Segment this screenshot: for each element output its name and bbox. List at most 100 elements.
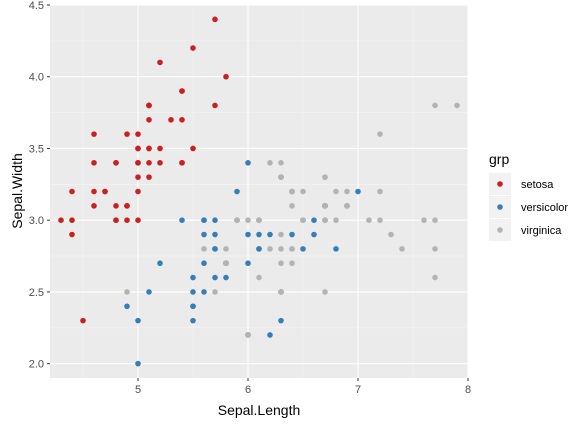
point-versicolor xyxy=(223,274,229,281)
point-setosa xyxy=(91,160,97,166)
point-virginica xyxy=(223,260,229,267)
point-virginica xyxy=(377,188,383,195)
minor-grid xyxy=(50,5,468,378)
point-versicolor xyxy=(190,317,196,324)
point-versicolor xyxy=(300,246,306,252)
point-virginica xyxy=(454,102,460,109)
point-virginica xyxy=(421,217,427,223)
point-virginica xyxy=(333,188,339,195)
y-tick-label: 4.5 xyxy=(29,0,44,12)
point-versicolor xyxy=(256,246,262,252)
legend-marker-setosa xyxy=(497,181,503,187)
point-virginica xyxy=(212,289,218,295)
point-versicolor xyxy=(201,260,207,267)
point-virginica xyxy=(289,203,295,209)
legend: grp setosa versicolor virginica xyxy=(489,151,568,241)
point-setosa xyxy=(146,145,152,152)
point-virginica xyxy=(344,203,350,209)
point-versicolor xyxy=(135,317,141,324)
point-setosa xyxy=(168,116,174,123)
point-virginica xyxy=(432,246,438,252)
point-virginica xyxy=(377,217,383,223)
point-setosa xyxy=(157,59,163,66)
legend-items: setosa versicolor virginica xyxy=(489,173,568,241)
point-virginica xyxy=(322,203,328,209)
point-setosa xyxy=(223,73,229,80)
point-versicolor xyxy=(267,332,273,338)
point-setosa xyxy=(124,131,130,137)
y-tick-label: 4.0 xyxy=(29,72,44,84)
point-versicolor xyxy=(212,246,218,252)
point-versicolor xyxy=(201,217,207,223)
legend-label-setosa: setosa xyxy=(521,179,554,191)
point-versicolor xyxy=(212,274,218,281)
legend-label-versicolor: versicolor xyxy=(521,202,568,214)
point-virginica xyxy=(432,102,438,109)
point-versicolor xyxy=(245,160,251,166)
point-setosa xyxy=(135,217,141,223)
point-virginica xyxy=(267,246,273,252)
point-setosa xyxy=(190,145,196,152)
point-setosa xyxy=(146,174,152,180)
y-tick-label: 3.5 xyxy=(29,143,44,155)
x-axis-ticks: 5 6 7 8 xyxy=(135,378,471,396)
point-virginica xyxy=(256,274,262,281)
point-versicolor xyxy=(179,217,185,223)
point-setosa xyxy=(80,317,86,324)
point-versicolor xyxy=(355,188,361,195)
point-virginica xyxy=(432,217,438,223)
data-points xyxy=(58,16,460,367)
point-virginica xyxy=(278,160,284,166)
point-virginica xyxy=(366,217,372,223)
point-versicolor xyxy=(212,217,218,223)
point-versicolor xyxy=(245,231,251,238)
point-virginica xyxy=(267,160,273,166)
y-axis-ticks: 2.0 2.5 3.0 3.5 4.0 4.5 xyxy=(29,0,50,371)
point-virginica xyxy=(377,131,383,137)
point-setosa xyxy=(113,217,119,223)
point-virginica xyxy=(289,260,295,267)
point-setosa xyxy=(157,145,163,152)
legend-marker-virginica xyxy=(497,227,503,233)
point-virginica xyxy=(256,217,262,223)
point-versicolor xyxy=(234,188,240,195)
point-versicolor xyxy=(146,289,152,295)
point-versicolor xyxy=(267,231,273,238)
point-versicolor xyxy=(333,246,339,252)
point-versicolor xyxy=(135,360,141,367)
point-setosa xyxy=(179,160,185,166)
point-versicolor xyxy=(190,289,196,295)
point-setosa xyxy=(146,160,152,166)
point-virginica xyxy=(322,217,328,223)
point-versicolor xyxy=(190,303,196,310)
point-virginica xyxy=(278,231,284,238)
point-virginica xyxy=(278,289,284,295)
panel-background xyxy=(50,5,468,378)
point-versicolor xyxy=(245,260,251,267)
x-axis-title: Sepal.Length xyxy=(218,402,301,418)
point-virginica xyxy=(289,246,295,252)
point-setosa xyxy=(179,88,185,94)
y-tick-label: 3.0 xyxy=(29,215,44,227)
point-versicolor xyxy=(256,231,262,238)
point-setosa xyxy=(124,203,130,209)
point-setosa xyxy=(113,160,119,166)
point-setosa xyxy=(69,231,75,238)
point-setosa xyxy=(135,160,141,166)
point-virginica xyxy=(344,188,350,195)
point-setosa xyxy=(135,131,141,137)
point-versicolor xyxy=(311,231,317,238)
y-tick-label: 2.5 xyxy=(29,287,44,299)
legend-label-virginica: virginica xyxy=(521,225,562,237)
point-virginica xyxy=(201,246,207,252)
point-virginica xyxy=(322,289,328,295)
point-virginica xyxy=(289,188,295,195)
point-versicolor xyxy=(124,303,130,310)
point-setosa xyxy=(69,217,75,223)
point-setosa xyxy=(157,160,163,166)
point-virginica xyxy=(245,217,251,223)
point-virginica xyxy=(322,174,328,180)
point-setosa xyxy=(135,174,141,180)
y-tick-label: 2.0 xyxy=(29,359,44,371)
